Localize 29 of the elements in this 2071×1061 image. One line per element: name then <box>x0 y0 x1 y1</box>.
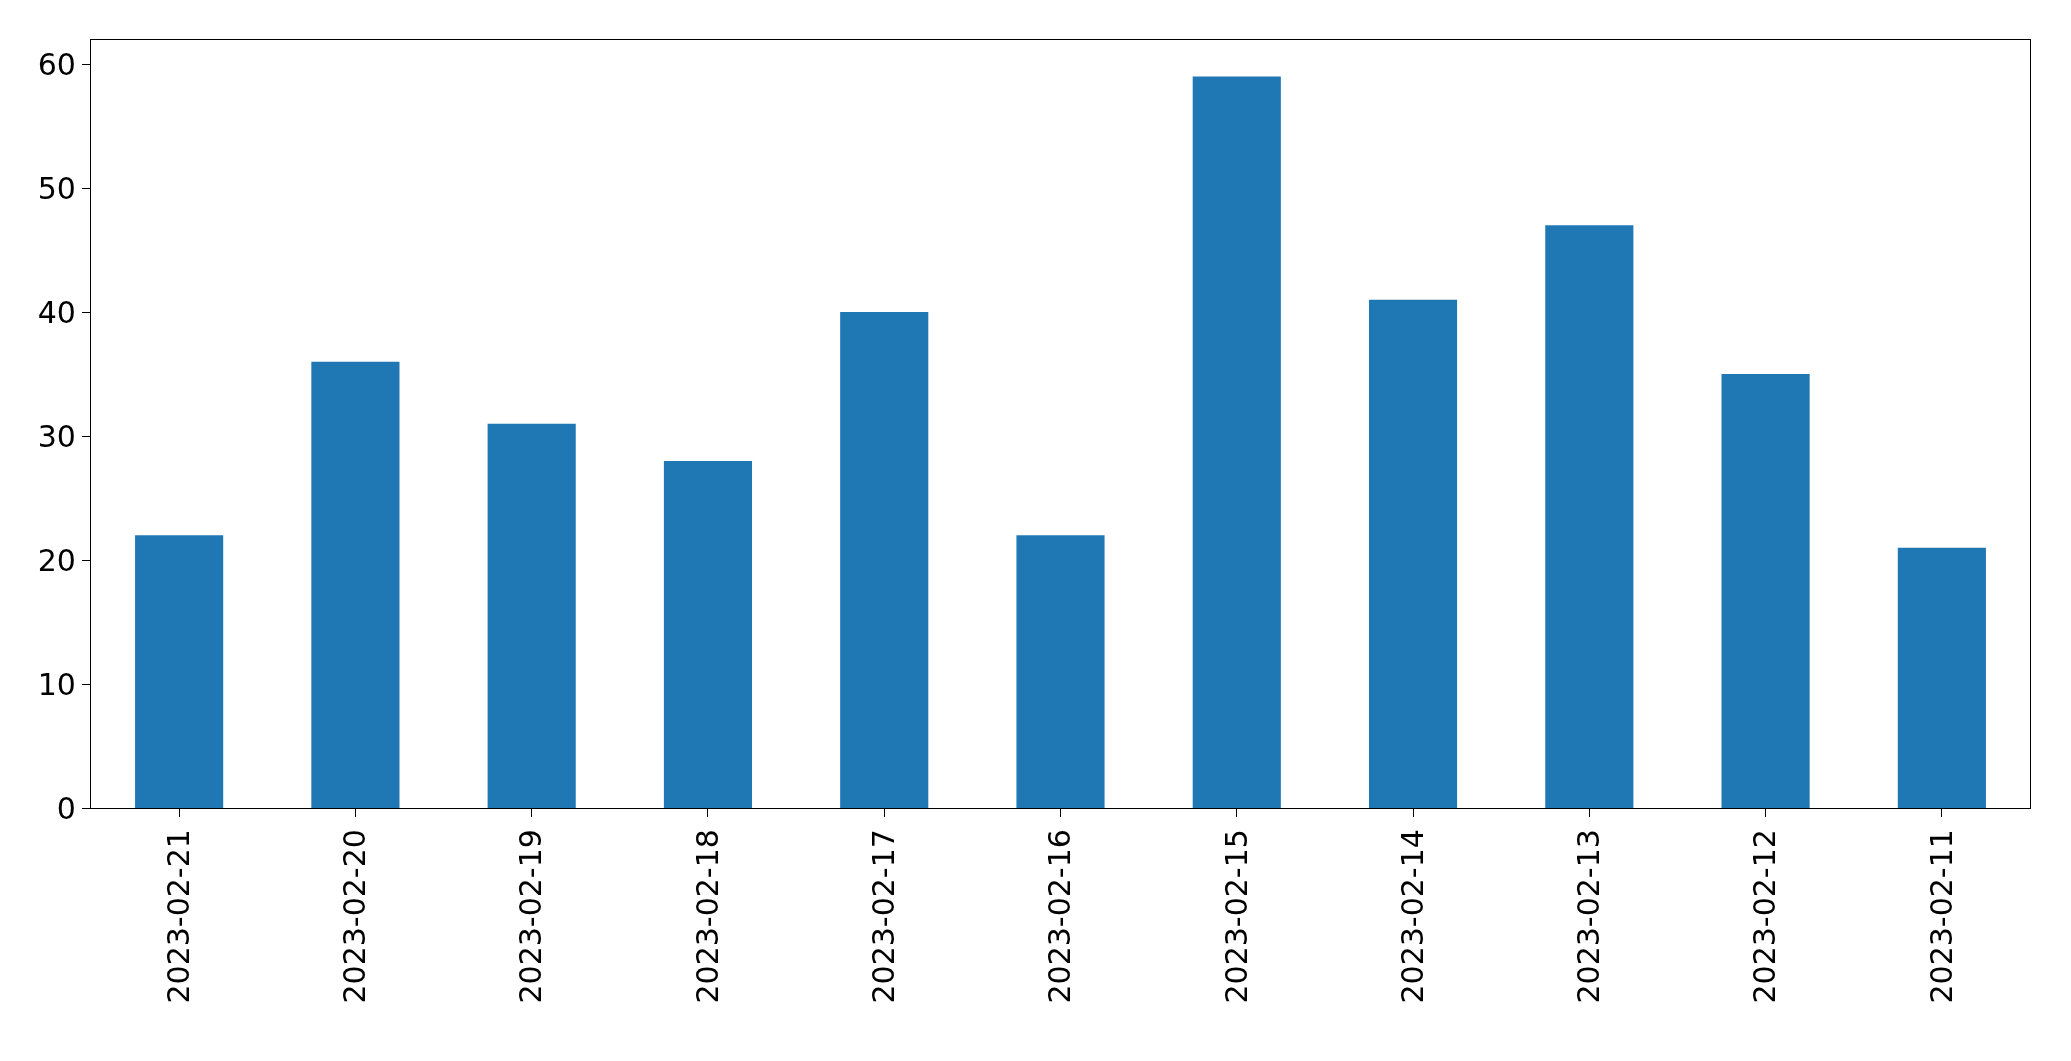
x-tick-label: 2023-02-15 <box>1218 829 1254 1004</box>
bar <box>840 312 929 808</box>
x-tick-label: 2023-02-18 <box>689 829 725 1004</box>
x-tick-label: 2023-02-13 <box>1571 829 1607 1004</box>
bar <box>663 460 753 808</box>
bar <box>1368 299 1458 808</box>
x-tick-label: 2023-02-12 <box>1747 829 1783 1004</box>
x-tick-label: 2023-02-19 <box>513 829 549 1004</box>
x-tick-label: 2023-02-11 <box>1923 829 1959 1004</box>
y-tick-label: 10 <box>37 666 76 702</box>
bar <box>1016 535 1105 808</box>
bar <box>487 423 576 808</box>
bar <box>1545 225 1634 808</box>
bar <box>1721 374 1810 808</box>
y-tick-label: 20 <box>37 542 76 578</box>
x-tick-label: 2023-02-16 <box>1042 829 1078 1004</box>
bar <box>1192 76 1281 808</box>
x-tick-label: 2023-02-20 <box>337 829 373 1004</box>
y-tick-label: 0 <box>56 790 76 826</box>
bar <box>135 535 224 808</box>
x-tick-label: 2023-02-21 <box>160 829 196 1004</box>
x-tick-label: 2023-02-17 <box>865 829 901 1004</box>
y-tick-label: 50 <box>37 170 76 206</box>
y-tick-label: 60 <box>37 46 76 82</box>
bar <box>1897 547 1986 808</box>
y-tick-label: 30 <box>37 418 76 454</box>
bar <box>311 361 400 808</box>
y-tick-label: 40 <box>37 294 76 330</box>
x-tick-label: 2023-02-14 <box>1394 829 1430 1004</box>
